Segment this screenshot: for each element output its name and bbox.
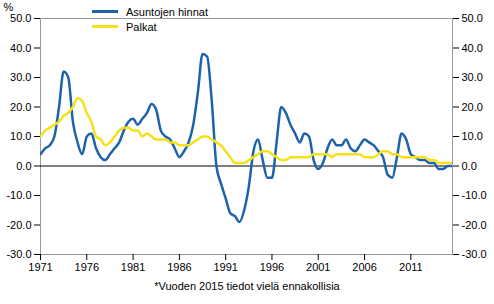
svg-text:50.0: 50.0 — [462, 12, 483, 24]
html-text:Palkat: Palkat — [126, 20, 157, 33]
svg-text:1981: 1981 — [121, 261, 145, 273]
svg-text:1986: 1986 — [167, 261, 191, 273]
svg-text:-10.0: -10.0 — [462, 189, 487, 201]
svg-text:2011: 2011 — [399, 261, 423, 273]
svg-text:1976: 1976 — [75, 261, 99, 273]
svg-text:-30.0: -30.0 — [462, 248, 487, 260]
svg-text:%: % — [4, 1, 14, 13]
svg-text:10.0: 10.0 — [10, 130, 31, 142]
svg-text:-30.0: -30.0 — [6, 248, 31, 260]
svg-text:40.0: 40.0 — [462, 42, 483, 54]
svg-text:-20.0: -20.0 — [462, 219, 487, 231]
svg-text:2001: 2001 — [306, 261, 330, 273]
svg-text:1996: 1996 — [260, 261, 284, 273]
html-text:Asuntojen hinnat: Asuntojen hinnat — [126, 5, 208, 18]
svg-text:-20.0: -20.0 — [6, 219, 31, 231]
svg-text:30.0: 30.0 — [462, 71, 483, 83]
svg-text:-10.0: -10.0 — [6, 189, 31, 201]
svg-text:10.0: 10.0 — [462, 130, 483, 142]
svg-text:1991: 1991 — [213, 261, 237, 273]
html-text:*Vuoden 2015 tiedot vielä enna: *Vuoden 2015 tiedot vielä ennakollisia — [154, 280, 340, 292]
svg-text:1971: 1971 — [28, 261, 52, 273]
svg-text:20.0: 20.0 — [462, 101, 483, 113]
svg-text:0.0: 0.0 — [16, 160, 31, 172]
svg-text:20.0: 20.0 — [10, 101, 31, 113]
svg-text:50.0: 50.0 — [10, 12, 31, 24]
svg-text:40.0: 40.0 — [10, 42, 31, 54]
svg-text:30.0: 30.0 — [10, 71, 31, 83]
svg-text:0.0: 0.0 — [462, 160, 477, 172]
svg-text:2006: 2006 — [352, 261, 376, 273]
